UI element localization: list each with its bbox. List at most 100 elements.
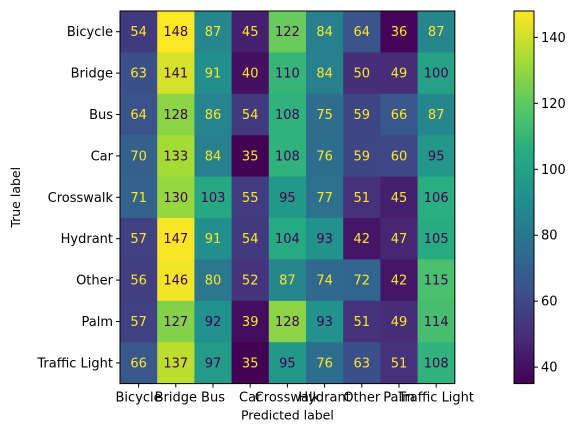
heatmap-cell [417, 135, 456, 177]
cell-value-label: 130 [163, 191, 188, 206]
y-tick-label: Palm [82, 315, 114, 330]
cell-value-label: 141 [163, 67, 188, 82]
x-tick-label: Bus [201, 391, 225, 406]
cell-value-label: 146 [163, 274, 188, 289]
cell-value-label: 71 [130, 191, 147, 206]
cell-value-label: 97 [205, 356, 222, 371]
cell-value-label: 95 [279, 191, 296, 206]
cell-value-label: 110 [275, 67, 300, 82]
cell-value-label: 91 [205, 67, 222, 82]
cell-value-label: 92 [205, 315, 222, 330]
colorbar-tick-label: 140 [541, 31, 566, 46]
colorbar-tick-label: 120 [541, 97, 566, 112]
cell-value-label: 108 [275, 108, 300, 123]
cell-value-label: 133 [163, 149, 188, 164]
heatmap-cell [120, 218, 158, 260]
heatmap-cell [120, 300, 158, 343]
cell-value-label: 104 [275, 232, 300, 247]
cell-value-label: 40 [242, 67, 259, 82]
cell-value-label: 87 [279, 274, 296, 289]
colorbar-ticks: 40 60 80 100 120 140 [534, 31, 566, 376]
y-tick-label: Other [76, 274, 114, 289]
heatmap-cell [194, 259, 232, 302]
heatmap-cell [343, 176, 381, 219]
cell-value-label: 105 [424, 232, 449, 247]
heatmap-cell [231, 218, 270, 260]
heatmap-cell [120, 342, 158, 384]
heatmap-cell [268, 300, 307, 343]
cell-value-label: 49 [391, 315, 408, 330]
cell-value-label: 47 [391, 232, 408, 247]
heatmap-cell [231, 11, 270, 53]
cell-value-label: 39 [242, 315, 259, 330]
cell-value-label: 87 [428, 25, 445, 40]
cell-value-label: 54 [130, 25, 147, 40]
colorbar [513, 10, 535, 385]
cell-value-label: 54 [242, 232, 259, 247]
y-tick-label: Bicycle [67, 25, 113, 40]
y-tick-label: Bus [89, 108, 113, 123]
cell-value-label: 148 [163, 25, 188, 40]
colorbar-tick-label: 80 [541, 229, 558, 244]
heatmap-cells [120, 11, 456, 384]
cell-value-label: 45 [391, 191, 408, 206]
cell-value-label: 114 [424, 315, 449, 330]
heatmap-cell [120, 259, 158, 302]
heatmap-cell [194, 342, 232, 384]
colorbar-tick-label: 100 [541, 163, 566, 178]
heatmap-cell [120, 176, 158, 219]
heatmap-cell [380, 342, 418, 384]
cell-value-label: 128 [163, 108, 188, 123]
cell-value-label: 51 [354, 315, 371, 330]
heatmap-cell [157, 176, 195, 219]
heatmap-cell [417, 52, 456, 95]
heatmap-cell [231, 342, 270, 384]
heatmap-cell [306, 259, 344, 302]
cell-value-label: 103 [201, 191, 226, 206]
heatmap-cell [157, 135, 195, 177]
heatmap-cell [194, 52, 232, 95]
colorbar-tick-label: 40 [541, 361, 558, 376]
heatmap-cell [380, 93, 418, 136]
cell-value-label: 147 [163, 232, 188, 247]
y-axis-ticks: Bicycle Bridge Bus Car Crosswalk Hydrant Other… [36, 25, 120, 371]
cell-value-label: 84 [316, 25, 333, 40]
heatmap-cell [194, 300, 232, 343]
heatmap-cell [417, 176, 456, 219]
cell-value-label: 87 [428, 108, 445, 123]
heatmap-cell [306, 52, 344, 95]
heatmap-cell [343, 342, 381, 384]
cell-value-label: 63 [354, 356, 371, 371]
heatmap-cell [268, 259, 307, 302]
cell-value-label: 49 [391, 67, 408, 82]
cell-value-label: 51 [354, 191, 371, 206]
heatmap-cell [194, 11, 232, 53]
cell-value-label: 108 [275, 149, 300, 164]
heatmap-cell [268, 11, 307, 53]
x-tick-label: Crosswalk [255, 391, 321, 406]
cell-value-label: 59 [354, 108, 371, 123]
cell-value-label: 54 [242, 108, 259, 123]
cell-value-label: 50 [354, 67, 371, 82]
cell-value-label: 64 [354, 25, 371, 40]
cell-value-label: 86 [205, 108, 222, 123]
cell-value-label: 63 [130, 67, 147, 82]
heatmap-cell [157, 52, 195, 95]
heatmap-cell [306, 218, 344, 260]
cell-value-label: 76 [316, 356, 333, 371]
cell-value-label: 84 [205, 149, 222, 164]
heatmap-cell [194, 135, 232, 177]
heatmap-cell [268, 52, 307, 95]
y-tick-label: Car [91, 149, 114, 164]
cell-value-label: 76 [316, 149, 333, 164]
cell-value-label: 35 [242, 356, 259, 371]
x-tick-label: Palm [383, 391, 415, 406]
heatmap-cell [343, 300, 381, 343]
heatmap-cell [380, 52, 418, 95]
heatmap-cell [380, 135, 418, 177]
heatmap-cell [157, 218, 195, 260]
x-tick-label: Bridge [155, 391, 197, 406]
heatmap-cell [268, 135, 307, 177]
heatmap-cell [417, 259, 456, 302]
